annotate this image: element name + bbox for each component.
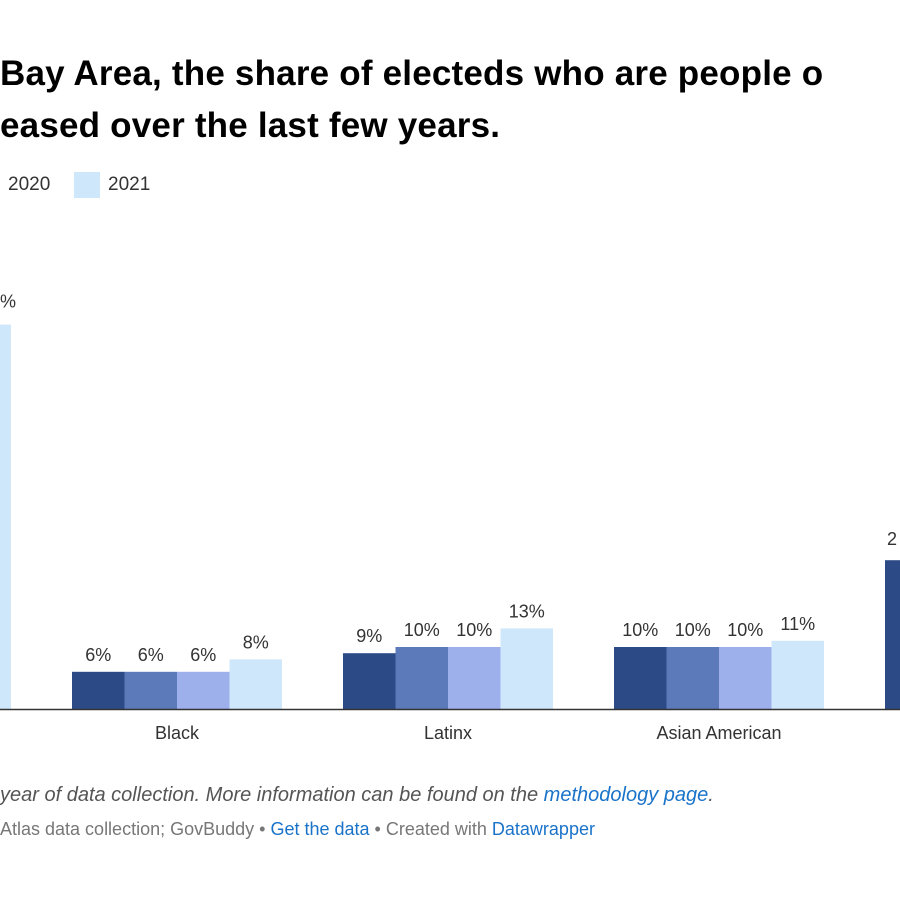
bar-black-series-1: [72, 671, 125, 709]
bar-asian-american-series-2: [666, 647, 719, 709]
bar-partial-right: [885, 560, 900, 709]
bar-partial-left: [0, 324, 11, 709]
x-tick-label-latinx: Latinx: [424, 723, 472, 743]
data-label-black-series-1: 6%: [85, 645, 111, 665]
bar-latinx-series-3: [448, 647, 501, 709]
legend-item-2021: 2021: [74, 172, 150, 198]
chart-source: Atlas data collection; GovBuddy • Get th…: [0, 819, 595, 840]
note-end: .: [708, 784, 714, 806]
source-text: Atlas data collection; GovBuddy: [0, 819, 255, 839]
bar-asian-american-series-3: [719, 647, 772, 709]
legend-item-2020: 2020: [8, 172, 50, 198]
bar-latinx-series-2: [395, 647, 448, 709]
bar-asian-american-series-4: [771, 640, 824, 709]
source-separator: •: [254, 819, 271, 839]
x-tick-label-black: Black: [155, 723, 200, 743]
bar-black-series-2: [124, 671, 177, 709]
note-text: year of data collection. More informatio…: [0, 784, 544, 806]
x-tick-label-asian-american: Asian American: [656, 723, 781, 743]
legend-swatch-2021: [74, 172, 100, 198]
bar-asian-american-series-1: [614, 647, 667, 709]
data-label-black-series-2: 6%: [138, 645, 164, 665]
methodology-link[interactable]: methodology page: [543, 784, 709, 806]
data-label-latinx-series-2: 10%: [404, 620, 440, 640]
data-label-black-series-4: 8%: [243, 632, 269, 652]
bar-black-series-4: [229, 659, 282, 709]
legend-label-2021: 2021: [108, 174, 151, 195]
datawrapper-link[interactable]: Datawrapper: [491, 819, 595, 839]
data-label-asian-american-series-2: 10%: [675, 620, 711, 640]
legend-label-2020: 2020: [8, 174, 51, 195]
bar-latinx-series-4: [500, 628, 553, 709]
data-label-asian-american-series-4: 11%: [780, 614, 815, 634]
data-label-latinx-series-1: 9%: [356, 626, 382, 646]
data-label-partial-left: %: [0, 292, 16, 312]
bar-latinx-series-1: [343, 653, 396, 709]
bar-chart: 6% 6% 6% 8% Black 9% 10% 10% 13% Latinx 10% 10% 10% 1…: [0, 292, 900, 743]
data-label-black-series-3: 6%: [190, 645, 216, 665]
data-label-asian-american-series-1: 10%: [622, 620, 658, 640]
created-with-text: • Created with: [369, 819, 492, 839]
data-label-latinx-series-3: 10%: [456, 620, 492, 640]
chart-note: year of data collection. More informatio…: [0, 784, 714, 807]
chart-title-line-1: Bay Area, the share of electeds who are …: [0, 54, 824, 93]
get-the-data-link[interactable]: Get the data: [270, 819, 370, 839]
chart-title-line-2: eased over the last few years.: [0, 106, 501, 145]
data-label-latinx-series-4: 13%: [509, 601, 545, 621]
bar-black-series-3: [177, 671, 230, 709]
data-label-partial-right: 2: [887, 529, 897, 549]
data-label-asian-american-series-3: 10%: [727, 620, 763, 640]
